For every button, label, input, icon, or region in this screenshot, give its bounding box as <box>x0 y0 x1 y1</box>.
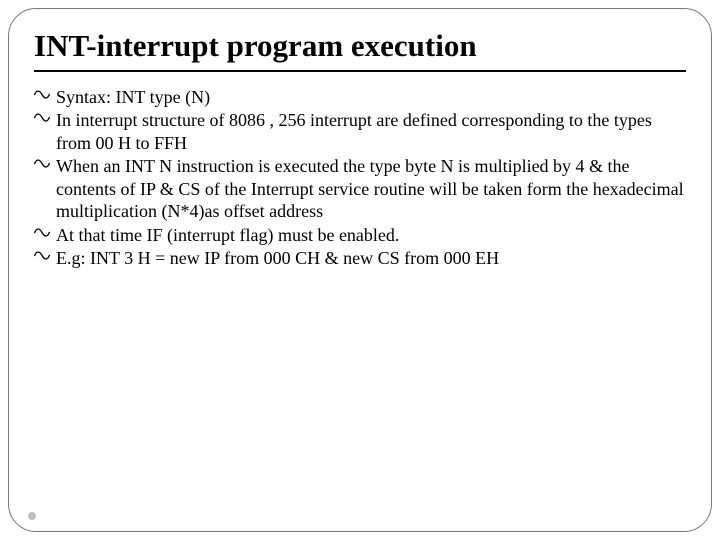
slide-content: INT-interrupt program execution Syntax: … <box>34 28 686 271</box>
bullet-text: In interrupt structure of 8086 , 256 int… <box>56 110 652 153</box>
bullet-text: When an INT N instruction is executed th… <box>56 156 684 221</box>
list-item: E.g: INT 3 H = new IP from 000 CH & new … <box>34 247 686 270</box>
bullet-list: Syntax: INT type (N) In interrupt struct… <box>34 86 686 270</box>
slide: INT-interrupt program execution Syntax: … <box>0 0 720 540</box>
list-item: When an INT N instruction is executed th… <box>34 155 686 223</box>
slide-title: INT-interrupt program execution <box>34 28 686 72</box>
list-item: Syntax: INT type (N) <box>34 86 686 109</box>
list-item: At that time IF (interrupt flag) must be… <box>34 224 686 247</box>
list-item: In interrupt structure of 8086 , 256 int… <box>34 109 686 154</box>
footer-dot-icon <box>28 512 36 520</box>
bullet-text: E.g: INT 3 H = new IP from 000 CH & new … <box>56 248 499 268</box>
bullet-text: At that time IF (interrupt flag) must be… <box>56 225 399 245</box>
bullet-text: Syntax: INT type (N) <box>56 87 210 107</box>
